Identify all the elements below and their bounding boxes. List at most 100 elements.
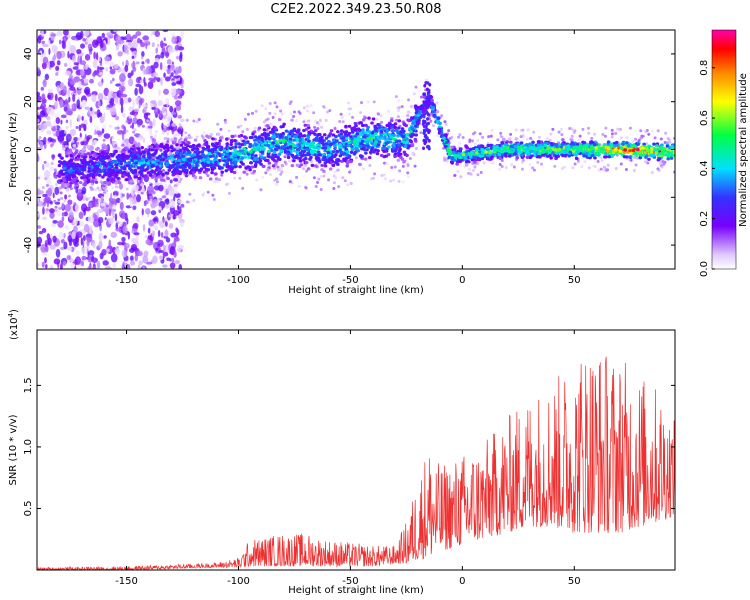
spectrogram-cell [660, 165, 664, 169]
spectrogram-cell [606, 163, 610, 167]
spectrogram-cell [482, 161, 486, 165]
spectrogram-cell [37, 212, 40, 218]
spectrogram-cell [42, 163, 45, 171]
spectrogram-cell [443, 156, 447, 160]
spectrogram-cell [123, 242, 130, 249]
spectrogram-cell [37, 67, 41, 72]
spectrogram-cell [602, 165, 606, 169]
spectrogram-cell [215, 142, 220, 146]
spectrogram-cell [509, 132, 513, 136]
spectrogram-cell [347, 124, 352, 128]
spectrogram-cell [563, 153, 568, 158]
spectrogram-cell [197, 118, 201, 122]
spectrogram-cell [80, 247, 88, 255]
spectrogram-cell [634, 137, 638, 141]
spectrogram-cell [244, 136, 248, 140]
spectrogram-cell [80, 123, 85, 128]
spectrogram-cell [161, 122, 164, 131]
spectrogram-cell [602, 142, 607, 147]
spectrogram-cell [273, 112, 277, 116]
spectrogram-cell [221, 143, 225, 147]
spectrogram-cell [73, 185, 77, 190]
spectrogram-cell [164, 98, 169, 103]
spectrogram-cell [500, 141, 504, 145]
spectrogram-cell [109, 97, 115, 106]
spectrogram-cell [143, 77, 146, 84]
spectrogram-cell [65, 154, 69, 158]
spectrogram-cell [42, 56, 49, 64]
spectrogram-cell [398, 169, 402, 173]
spectrogram-cell [169, 262, 176, 269]
spectrogram-cell [83, 30, 90, 37]
spectrogram-cell [94, 180, 99, 184]
spectrogram-cell [237, 134, 242, 138]
spectrogram-cell [603, 134, 607, 138]
spectrogram-cell [136, 194, 142, 203]
spectrogram-cell [173, 75, 180, 79]
spectrogram-cell [295, 175, 299, 179]
spectrogram-cell [573, 162, 577, 166]
spectrogram-cell [532, 130, 536, 134]
spectrogram-cell [624, 168, 628, 172]
spectrogram-cell [364, 131, 368, 135]
spectrogram-cell [54, 201, 61, 205]
spectrogram-cell [125, 143, 129, 147]
spectrogram-cell [102, 160, 107, 165]
spectrogram-cell [594, 160, 598, 164]
spectrogram-cell [572, 130, 576, 134]
spectrogram-cell [419, 95, 423, 99]
spectrogram-cell [496, 138, 500, 142]
spectrogram-cell [53, 199, 57, 203]
spectrogram-cell [77, 55, 81, 65]
spectrogram-cell [152, 118, 156, 127]
spectrogram-cell [42, 43, 50, 48]
spectrogram-cell [229, 169, 234, 174]
spectrogram-cell [233, 176, 237, 180]
spectrogram-cell [69, 128, 77, 137]
spectrogram-cell [245, 172, 249, 176]
spectrogram-cell [69, 75, 74, 79]
spectrogram-cell [41, 185, 45, 189]
spectrogram-cell [372, 100, 376, 104]
spectrogram-cell [89, 225, 93, 234]
spectrogram-cell [55, 72, 59, 76]
spectrogram-cell [82, 235, 86, 242]
spectrogram-cell [79, 220, 84, 225]
spectrogram-cell [628, 155, 632, 159]
spectrogram-cell [120, 105, 124, 114]
spectrogram-cell [317, 153, 321, 157]
spectrogram-cell [73, 202, 77, 206]
spectrogram-cell [82, 99, 87, 107]
spectrogram-cell [461, 135, 465, 139]
spectrogram-cell [646, 161, 650, 165]
spectrogram-cell [350, 144, 354, 149]
spectrogram-cell [87, 266, 92, 269]
spectrogram-cell [65, 133, 72, 143]
spectrogram-cell [174, 185, 178, 193]
spectrogram-cell [522, 134, 526, 138]
spectrogram-cell [323, 164, 328, 168]
spectrogram-cell [401, 164, 405, 168]
spectrogram-cell [304, 157, 308, 161]
spectrogram-cell [176, 204, 180, 211]
spectrogram-cell [80, 140, 85, 146]
spectrogram-cell [213, 180, 217, 184]
spectrogram-cell [650, 171, 654, 175]
spectrogram-cell [275, 177, 279, 181]
spectrogram-cell [75, 125, 79, 129]
spectrogram-cell [409, 130, 413, 134]
spectrogram-cell [103, 112, 106, 121]
spectrogram-cell [382, 173, 386, 177]
spectrogram-cell [48, 208, 55, 214]
spectrogram-cell [173, 195, 176, 202]
spectrogram-cell [68, 96, 71, 103]
spectrogram-cell [313, 125, 317, 129]
spectrogram-cell [243, 141, 248, 145]
spectrogram-cell [169, 145, 174, 150]
spectrogram-cell [83, 223, 90, 233]
spectrogram-cell [108, 208, 112, 217]
spectrogram-cell [163, 88, 169, 95]
spectrogram-cell [411, 151, 415, 156]
spectrogram-cell [162, 219, 166, 223]
spectrogram-cell [133, 187, 137, 191]
